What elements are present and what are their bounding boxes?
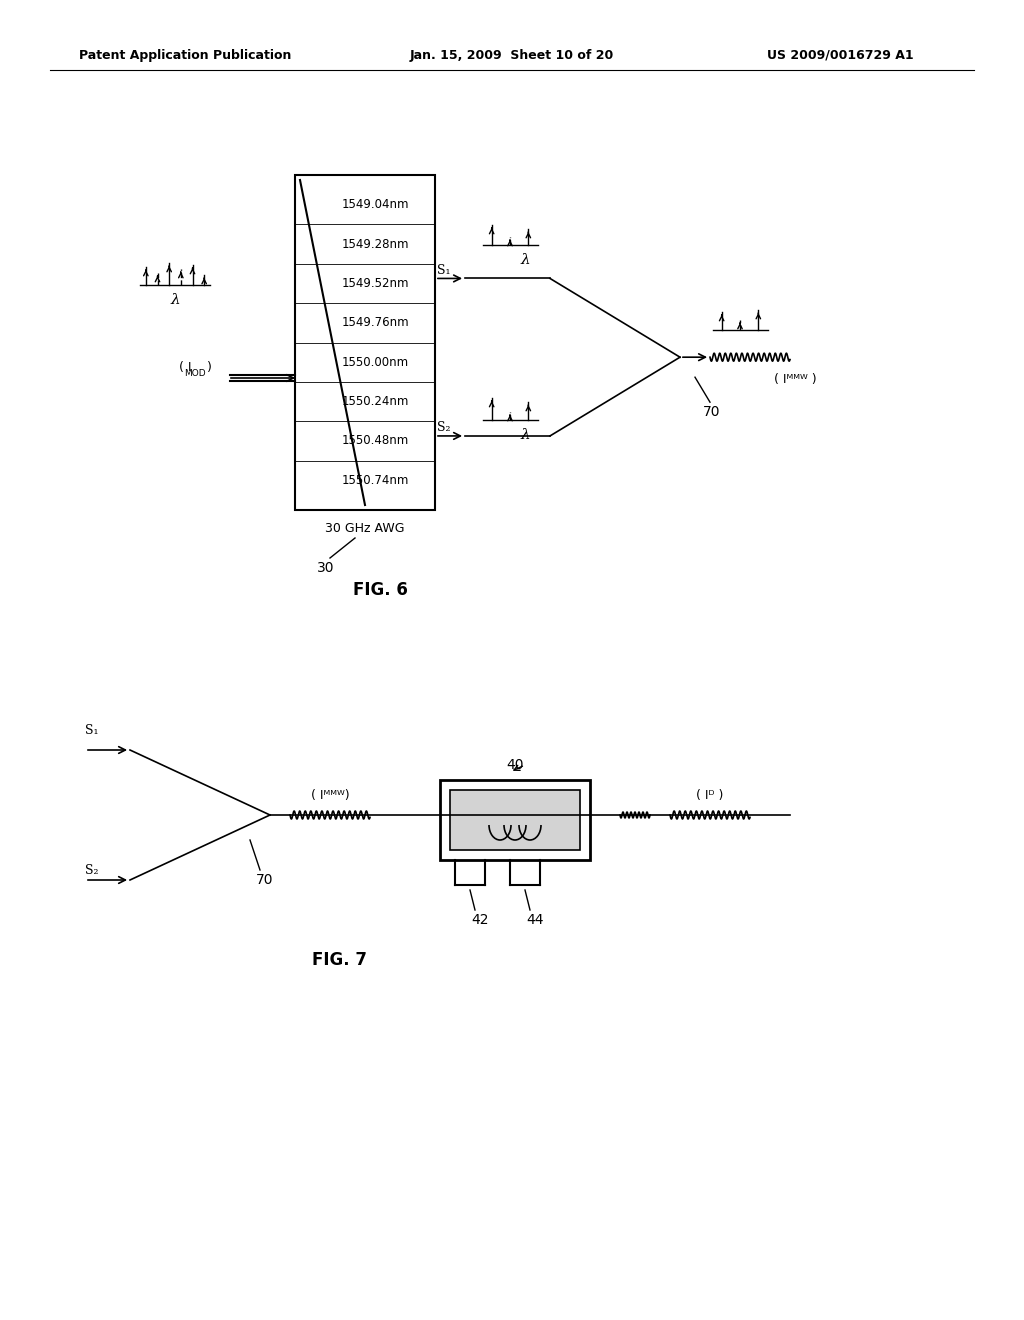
Text: S₁: S₁ xyxy=(85,723,98,737)
Text: λ: λ xyxy=(520,428,529,442)
Text: ): ) xyxy=(203,362,211,375)
Text: λ: λ xyxy=(520,253,529,267)
Text: 44: 44 xyxy=(526,913,544,927)
Text: 30 GHz AWG: 30 GHz AWG xyxy=(326,521,404,535)
Text: FIG. 6: FIG. 6 xyxy=(352,581,408,599)
Text: 1550.74nm: 1550.74nm xyxy=(341,474,409,487)
Text: 1549.04nm: 1549.04nm xyxy=(341,198,409,211)
Text: S₁: S₁ xyxy=(437,264,451,277)
Bar xyxy=(295,176,435,510)
Text: 70: 70 xyxy=(256,873,273,887)
Text: 1550.00nm: 1550.00nm xyxy=(341,355,409,368)
Text: ( I: ( I xyxy=(179,362,191,375)
Text: 1550.24nm: 1550.24nm xyxy=(341,395,409,408)
Text: ( Iᴹᴹᵂ ): ( Iᴹᴹᵂ ) xyxy=(774,372,816,385)
Text: 40: 40 xyxy=(506,758,523,772)
Bar xyxy=(450,789,580,850)
Text: FIG. 7: FIG. 7 xyxy=(312,950,368,969)
Bar xyxy=(440,780,590,861)
Text: S₂: S₂ xyxy=(85,863,98,876)
Text: S₂: S₂ xyxy=(437,421,451,434)
Text: 30: 30 xyxy=(317,561,335,576)
Text: MOD: MOD xyxy=(184,368,206,378)
Text: 1550.48nm: 1550.48nm xyxy=(341,434,409,447)
Text: ( Iᴰ ): ( Iᴰ ) xyxy=(696,788,724,801)
Text: 70: 70 xyxy=(703,405,721,420)
Text: Jan. 15, 2009  Sheet 10 of 20: Jan. 15, 2009 Sheet 10 of 20 xyxy=(410,49,614,62)
Text: 1549.76nm: 1549.76nm xyxy=(341,317,409,329)
Text: US 2009/0016729 A1: US 2009/0016729 A1 xyxy=(767,49,913,62)
Text: 1549.52nm: 1549.52nm xyxy=(341,277,409,290)
Text: Patent Application Publication: Patent Application Publication xyxy=(79,49,291,62)
Text: ( Iᴹᴹᵂ): ( Iᴹᴹᵂ) xyxy=(310,788,349,801)
Text: 42: 42 xyxy=(471,913,488,927)
Text: λ: λ xyxy=(170,293,180,308)
Text: 1549.28nm: 1549.28nm xyxy=(341,238,409,251)
